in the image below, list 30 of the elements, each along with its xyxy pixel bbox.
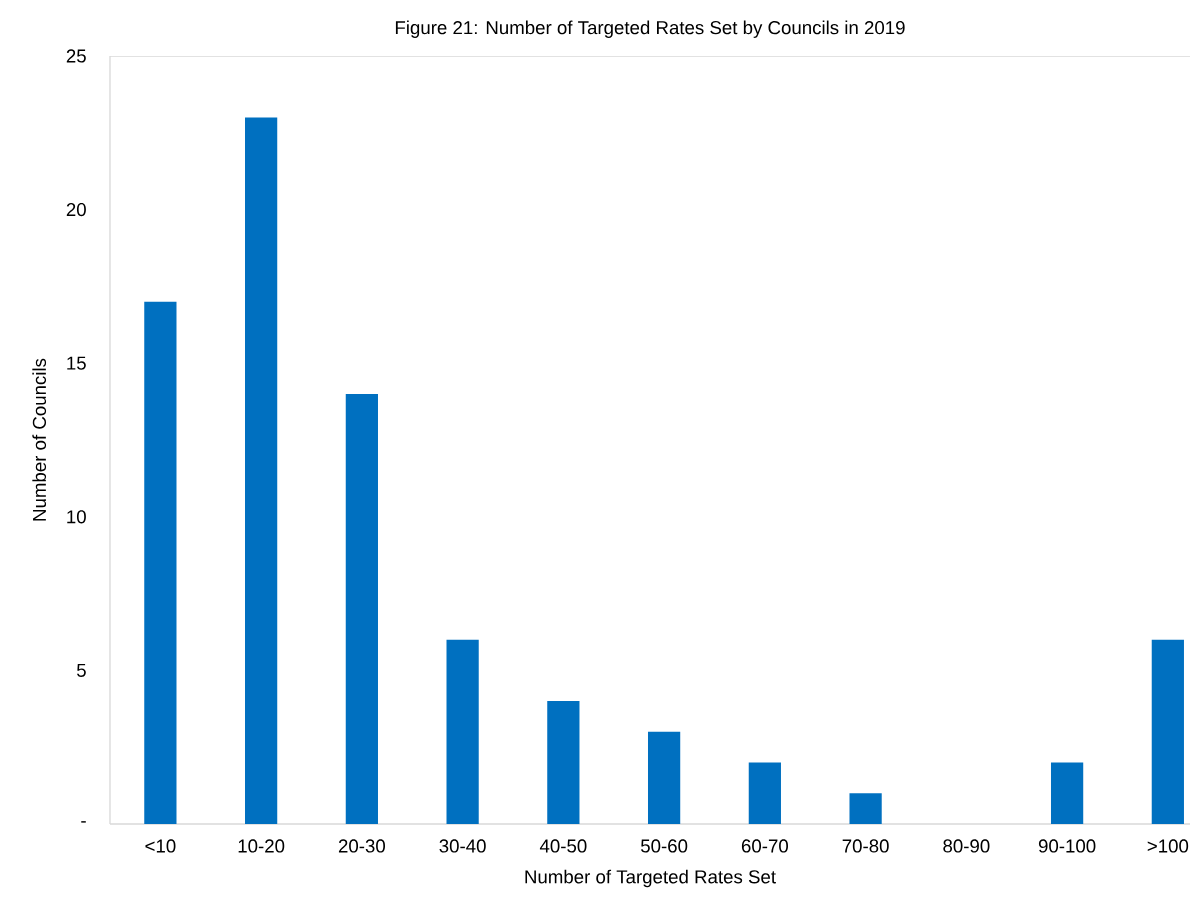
x-tick-label: 60-70 [741, 839, 788, 853]
x-tick-label: 10-20 [238, 839, 285, 853]
bar [748, 762, 781, 824]
x-tick-label: 70-80 [842, 839, 889, 853]
bar [849, 793, 882, 824]
x-tick-label: 40-50 [539, 839, 587, 853]
bar [547, 701, 580, 824]
x-tick-label: 90-100 [1038, 839, 1096, 853]
x-tick-label: >100 [1147, 839, 1189, 853]
x-tick-label: 20-30 [338, 839, 386, 853]
bar [1050, 762, 1084, 824]
chart-title: Figure 21: Number of Targeted Rates Set by Councils in 2019 [395, 20, 905, 38]
y-tick-label: 10 [67, 510, 86, 524]
y-tick-label: 25 [66, 49, 86, 63]
y-tick-label: 5 [76, 663, 86, 677]
bar [647, 731, 681, 824]
bar [245, 117, 278, 824]
bar [1151, 639, 1184, 824]
x-tick-label: 30-40 [439, 839, 486, 853]
bar [446, 639, 479, 824]
y-tick-label: - [81, 821, 86, 823]
bar [144, 301, 177, 824]
x-tick-label: <10 [145, 839, 176, 853]
x-tick-label: 50-60 [640, 839, 688, 853]
x-axis-title: Number of Targeted Rates Set [525, 869, 776, 888]
x-tick-label: 80-90 [943, 839, 990, 853]
bar [345, 393, 378, 824]
y-tick-label: 20 [66, 202, 86, 217]
y-axis-title: Number of Councils [32, 358, 47, 521]
y-tick-label: 15 [67, 356, 86, 370]
